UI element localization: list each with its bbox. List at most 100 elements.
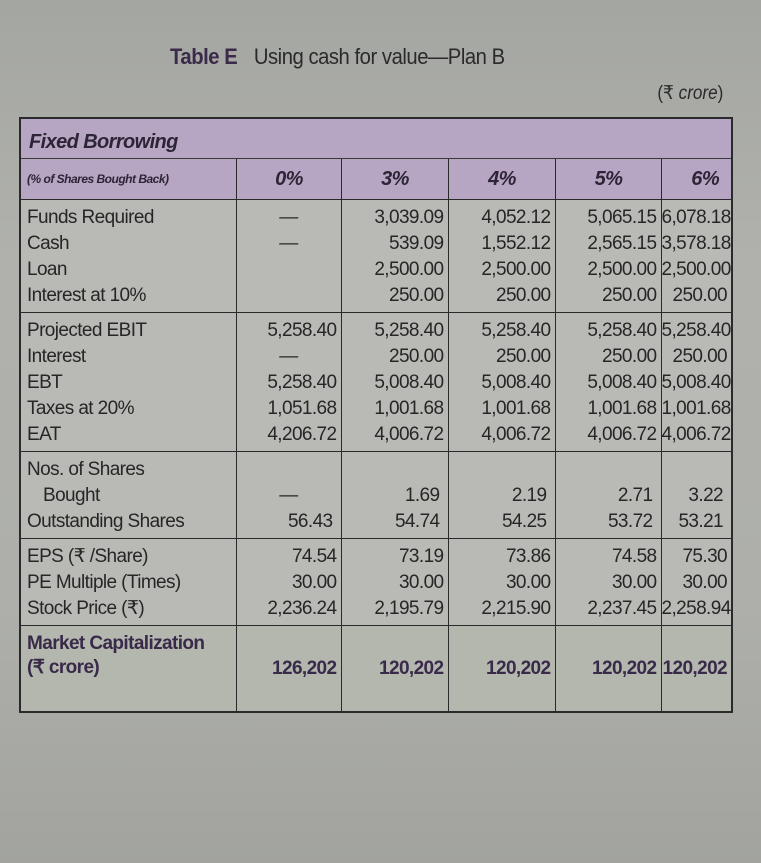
column-header-row: (% of Shares Bought Back) 0% 3% 4% 5% 6%	[20, 158, 733, 200]
row-label: Stock Price (₹)	[20, 596, 236, 626]
cell: 73.19	[340, 538, 448, 570]
table-row: Stock Price (₹) 2,236.24 2,195.79 2,215.…	[20, 596, 733, 626]
cell: 74.58	[554, 538, 661, 570]
cell: 30.00	[447, 570, 555, 596]
funding-group: Funds Required — 3,039.09 4,052.12 5,065…	[20, 199, 733, 313]
cell: 53.72	[554, 509, 661, 539]
row-label: Nos. of Shares	[20, 451, 236, 483]
cell: 3,578.18	[660, 231, 733, 257]
cell: 250.00	[340, 283, 448, 313]
cell: 250.00	[447, 283, 555, 313]
cell: 5,258.40	[554, 312, 661, 344]
cell: 75.30	[660, 538, 733, 570]
market-cap-label: Market Capitalization (₹ crore)	[20, 625, 236, 712]
row-label: Outstanding Shares	[20, 509, 236, 539]
cell: 3.22	[660, 483, 733, 509]
market-cap-row: Market Capitalization (₹ crore) 126,202 …	[20, 625, 733, 712]
cell: 250.00	[660, 344, 733, 370]
table-row: Taxes at 20% 1,051.68 1,001.68 1,001.68 …	[20, 396, 733, 422]
cell: —	[235, 483, 341, 509]
cell: 30.00	[340, 570, 448, 596]
row-label: Projected EBIT	[20, 312, 236, 344]
cell: 1.69	[340, 483, 448, 509]
unit-note: (₹ crore)	[657, 83, 723, 104]
market-cap-cell: 120,202	[340, 625, 448, 712]
cell: 4,006.72	[554, 422, 661, 452]
cell: 6,078.18	[660, 199, 733, 231]
cell: 4,006.72	[447, 422, 555, 452]
earnings-group: Projected EBIT 5,258.40 5,258.40 5,258.4…	[20, 312, 733, 452]
cell: 250.00	[554, 344, 661, 370]
column-header: 0%	[235, 158, 341, 200]
cell: 250.00	[554, 283, 661, 313]
shares-group: Nos. of Shares Bought — 1.69 2.19 2.71 3…	[20, 451, 733, 539]
row-label: Loan	[20, 257, 236, 283]
row-label: Funds Required	[20, 199, 236, 231]
table-row: Nos. of Shares	[20, 451, 733, 483]
cell: 2,500.00	[340, 257, 448, 283]
cell: 5,008.40	[660, 370, 733, 396]
table-row: Outstanding Shares 56.43 54.74 54.25 53.…	[20, 509, 733, 539]
cell: —	[235, 344, 341, 370]
valuation-group: EPS (₹ /Share) 74.54 73.19 73.86 74.58 7…	[20, 538, 733, 626]
market-cap-cell: 120,202	[554, 625, 661, 712]
cell: 30.00	[660, 570, 733, 596]
table-row: EPS (₹ /Share) 74.54 73.19 73.86 74.58 7…	[20, 538, 733, 570]
cell: 2.19	[447, 483, 555, 509]
cell: 4,206.72	[235, 422, 341, 452]
table-row: Cash — 539.09 1,552.12 2,565.15 3,578.18	[20, 231, 733, 257]
cell	[235, 257, 341, 283]
row-label: PE Multiple (Times)	[20, 570, 236, 596]
cell: 74.54	[235, 538, 341, 570]
market-cap-cell: 120,202	[660, 625, 733, 712]
column-header: 3%	[340, 158, 448, 200]
cell: 2,258.94	[660, 596, 733, 626]
row-label: Interest	[20, 344, 236, 370]
cell: 250.00	[660, 283, 733, 313]
cell: 73.86	[447, 538, 555, 570]
cell: 30.00	[554, 570, 661, 596]
table-row: Interest at 10% 250.00 250.00 250.00 250…	[20, 283, 733, 313]
cell: 2,500.00	[554, 257, 661, 283]
cell: 2,237.45	[554, 596, 661, 626]
cell: 5,008.40	[340, 370, 448, 396]
table-row: EAT 4,206.72 4,006.72 4,006.72 4,006.72 …	[20, 422, 733, 452]
cell: 1,001.68	[340, 396, 448, 422]
row-label: Taxes at 20%	[20, 396, 236, 422]
column-header: 4%	[447, 158, 555, 200]
table-row: Projected EBIT 5,258.40 5,258.40 5,258.4…	[20, 312, 733, 344]
table-title: Using cash for value—Plan B	[253, 44, 505, 69]
section-title: Fixed Borrowing	[20, 118, 733, 159]
cell: 53.21	[660, 509, 733, 539]
cell: —	[235, 199, 341, 231]
cell	[235, 283, 341, 313]
cell: 5,258.40	[447, 312, 555, 344]
cell: —	[235, 231, 341, 257]
table-row: Bought — 1.69 2.19 2.71 3.22	[20, 483, 733, 509]
column-header: 5%	[554, 158, 661, 200]
row-label: Bought	[20, 483, 236, 509]
cell: 1,552.12	[447, 231, 555, 257]
cell: 54.25	[447, 509, 555, 539]
cell: 5,008.40	[447, 370, 555, 396]
cell: 2.71	[554, 483, 661, 509]
row-label: Cash	[20, 231, 236, 257]
row-label: EAT	[20, 422, 236, 452]
cell	[340, 451, 448, 483]
cell: 2,195.79	[340, 596, 448, 626]
table-row: Funds Required — 3,039.09 4,052.12 5,065…	[20, 199, 733, 231]
cell	[660, 451, 733, 483]
cell: 539.09	[340, 231, 448, 257]
row-label: Interest at 10%	[20, 283, 236, 313]
table-label: Table E	[170, 44, 238, 69]
market-cap-cell: 126,202	[235, 625, 341, 712]
table-caption: Table E Using cash for value—Plan B	[170, 44, 505, 70]
cell: 5,258.40	[660, 312, 733, 344]
cell	[554, 451, 661, 483]
table-row: Loan 2,500.00 2,500.00 2,500.00 2,500.00	[20, 257, 733, 283]
table-row: EBT 5,258.40 5,008.40 5,008.40 5,008.40 …	[20, 370, 733, 396]
cell: 5,008.40	[554, 370, 661, 396]
financial-table: Fixed Borrowing (% of Shares Bought Back…	[19, 117, 734, 713]
unit-word: crore	[678, 83, 718, 104]
cell: 2,236.24	[235, 596, 341, 626]
